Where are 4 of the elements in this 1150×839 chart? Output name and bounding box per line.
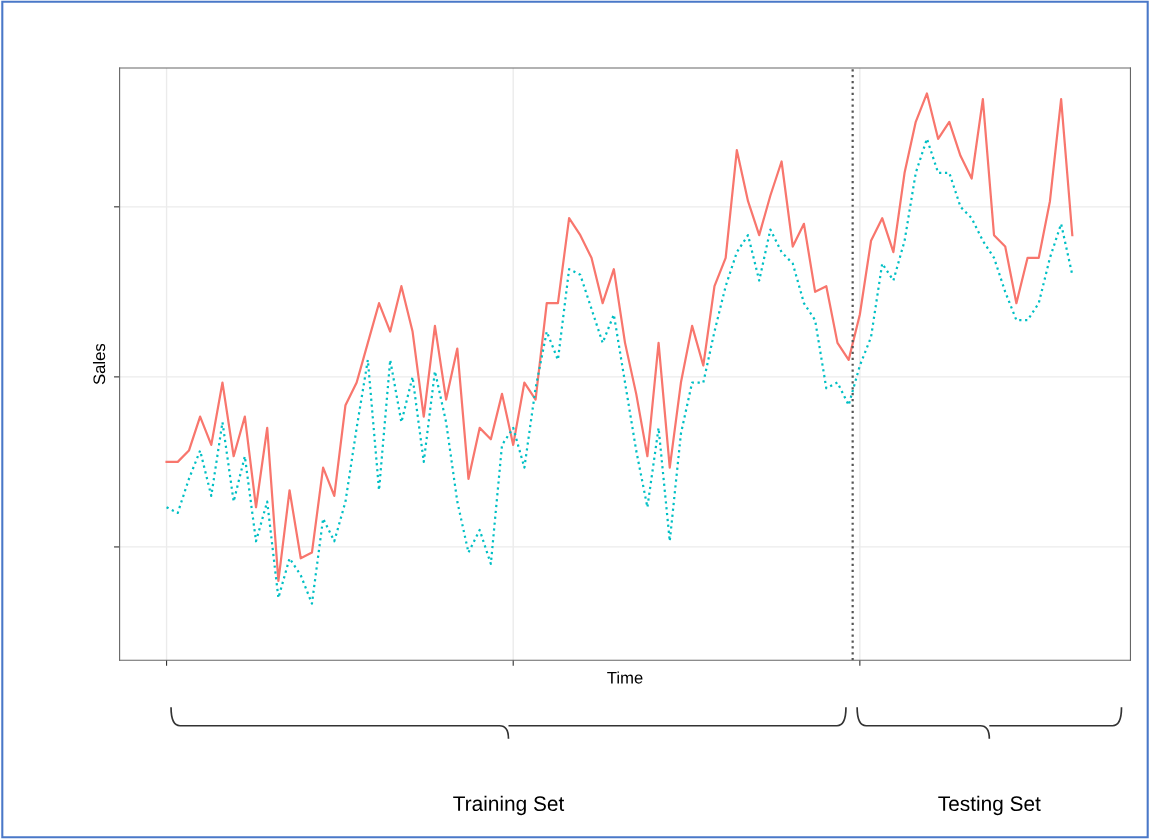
y-axis-title: Sales <box>92 343 106 385</box>
text: Training Set <box>453 795 565 816</box>
text: Testing Set <box>938 795 1041 816</box>
x-axis-title: Time <box>607 671 643 684</box>
